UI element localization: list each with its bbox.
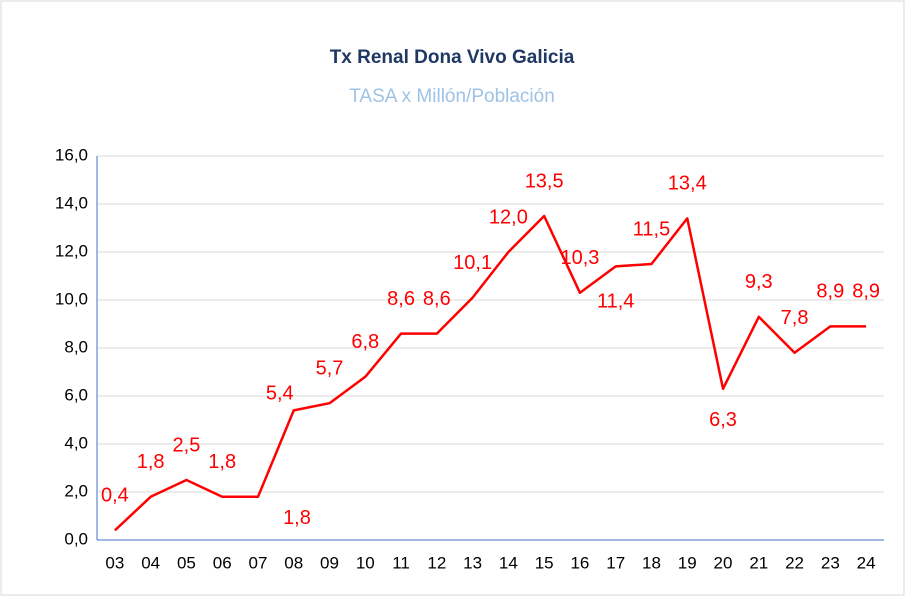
x-tick-label: 24 bbox=[857, 553, 876, 572]
x-tick-label: 04 bbox=[141, 553, 160, 572]
y-tick-label: 14,0 bbox=[55, 193, 88, 212]
data-label: 1,8 bbox=[208, 451, 236, 473]
x-tick-label: 16 bbox=[570, 553, 589, 572]
y-tick-label: 12,0 bbox=[55, 241, 88, 260]
x-tick-label: 10 bbox=[356, 553, 375, 572]
x-tick-label: 07 bbox=[249, 553, 268, 572]
x-tick-label: 22 bbox=[785, 553, 804, 572]
x-tick-label: 09 bbox=[320, 553, 339, 572]
data-label: 8,6 bbox=[423, 288, 451, 310]
y-tick-label: 2,0 bbox=[64, 481, 88, 500]
x-tick-label: 08 bbox=[284, 553, 303, 572]
x-tick-label: 14 bbox=[499, 553, 518, 572]
x-tick-label: 03 bbox=[105, 553, 124, 572]
x-tick-label: 21 bbox=[749, 553, 768, 572]
x-tick-label: 05 bbox=[177, 553, 196, 572]
x-tick-label: 06 bbox=[213, 553, 232, 572]
data-label: 6,8 bbox=[351, 331, 379, 353]
x-tick-label: 20 bbox=[714, 553, 733, 572]
data-label: 11,4 bbox=[597, 291, 634, 313]
data-label: 2,5 bbox=[173, 434, 201, 456]
data-label: 11,5 bbox=[633, 218, 670, 240]
x-tick-label: 17 bbox=[606, 553, 625, 572]
chart-title: Tx Renal Dona Vivo Galicia bbox=[330, 47, 575, 68]
x-tick-label: 23 bbox=[821, 553, 840, 572]
data-label: 8,6 bbox=[387, 288, 415, 310]
data-label: 10,3 bbox=[560, 247, 599, 269]
data-label: 13,4 bbox=[668, 173, 707, 195]
y-tick-label: 10,0 bbox=[55, 289, 88, 308]
data-label: 5,7 bbox=[316, 357, 344, 379]
data-label: 8,9 bbox=[852, 281, 880, 303]
y-tick-label: 6,0 bbox=[64, 385, 88, 404]
chart-subtitle: TASA x Millón/Población bbox=[349, 86, 555, 107]
data-label: 8,9 bbox=[816, 281, 844, 303]
data-label: 9,3 bbox=[745, 271, 773, 293]
y-tick-label: 4,0 bbox=[64, 433, 88, 452]
line bbox=[114, 214, 867, 532]
data-label: 1,8 bbox=[137, 451, 165, 473]
x-tick-label: 15 bbox=[535, 553, 554, 572]
data-label: 12,0 bbox=[489, 206, 528, 228]
y-tick-label: 16,0 bbox=[55, 145, 88, 164]
data-label: 1,8 bbox=[283, 507, 311, 529]
x-tick-label: 13 bbox=[463, 553, 482, 572]
x-tick-label: 18 bbox=[642, 553, 661, 572]
y-tick-label: 0,0 bbox=[64, 529, 88, 548]
data-label: 6,3 bbox=[709, 409, 737, 431]
data-label: 5,4 bbox=[266, 383, 294, 405]
x-tick-label: 12 bbox=[427, 553, 446, 572]
x-tick-label: 19 bbox=[678, 553, 697, 572]
data-label: 13,5 bbox=[525, 170, 564, 192]
y-tick-label: 8,0 bbox=[64, 337, 88, 356]
data-label: 10,1 bbox=[453, 252, 492, 274]
data-label: 0,4 bbox=[101, 485, 129, 507]
x-tick-label: 11 bbox=[392, 553, 410, 572]
data-label: 7,8 bbox=[781, 307, 809, 329]
